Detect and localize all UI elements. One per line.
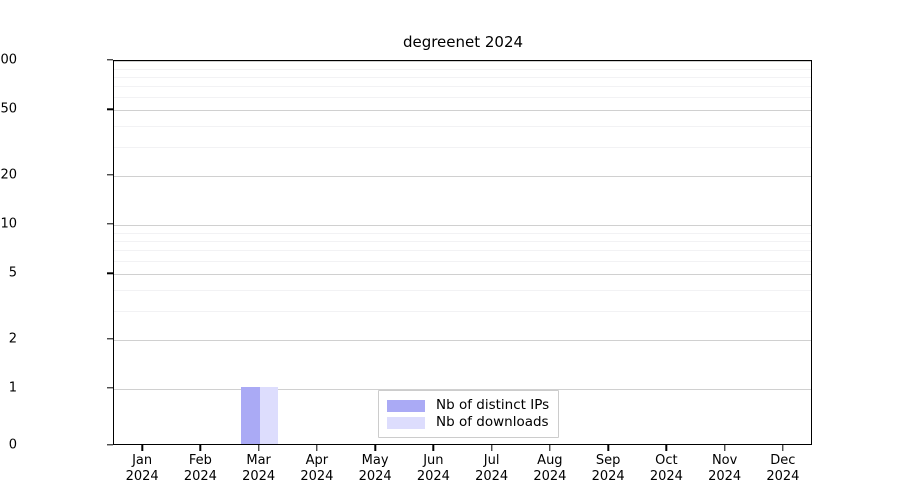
x-tick-label: Aug 2024 [515,453,585,485]
x-tick-label-month: Mar [246,453,271,468]
x-tick-label: Jul 2024 [457,453,527,485]
y-tick-label: 0 [8,437,17,453]
gridline-20 [114,175,811,177]
legend-label: Nb of downloads [436,414,549,430]
x-tick-label-year: 2024 [591,469,625,484]
gridline-30 [114,146,811,148]
y-tick-mark [107,387,113,389]
x-tick-label: Sep 2024 [573,453,643,485]
x-tick-label-year: 2024 [708,469,742,484]
x-tick-label-year: 2024 [183,469,217,484]
legend-item[interactable]: Nb of distinct IPs [387,397,549,414]
y-tick-label: 100 [0,52,17,68]
x-tick-mark [723,445,726,451]
x-tick-label: Feb 2024 [165,453,235,485]
gridlines [114,61,811,444]
x-tick-label-month: Apr [305,453,329,468]
x-tick-mark [374,445,376,451]
x-tick-label-year: 2024 [766,469,800,484]
gridline-5 [114,274,811,276]
legend-swatch-icon [387,416,425,429]
x-tick-label-year: 2024 [125,469,159,484]
y-tick-label: 1 [8,380,17,396]
x-tick-label-month: Oct [655,453,678,468]
x-tick-mark [782,445,784,451]
x-tick-mark [607,445,609,451]
y-tick-mark [107,223,113,225]
x-tick-label: Nov 2024 [690,453,760,485]
x-tick-label: Mar 2024 [224,453,294,485]
x-tick-mark [549,445,551,451]
bars-layer [114,61,811,444]
x-tick-label: Jan 2024 [107,453,177,485]
x-tick-label: Jun 2024 [398,453,468,485]
x-tick-mark [432,445,435,451]
y-tick-label: 5 [8,265,17,281]
x-tick-label-year: 2024 [533,469,567,484]
gridline-50 [114,110,811,112]
gridline-90 [114,68,811,70]
y-tick-mark [107,108,113,111]
bar[interactable] [259,387,279,444]
y-tick-label: 50 [0,101,17,117]
plot-area [113,60,812,445]
chart-title: degreenet 2024 [402,33,524,51]
gridline-1 [114,389,811,391]
gridline-2 [114,339,811,341]
gridline-9 [114,232,811,234]
gridline-6 [114,261,811,263]
x-tick-label-month: Jan [132,453,153,468]
x-tick-label-year: 2024 [300,469,334,484]
x-tick-label-month: Feb [188,453,212,468]
x-tick-label-month: Jun [423,453,444,468]
y-tick-mark [107,337,113,340]
x-tick-mark [199,445,202,451]
x-tick-label-year: 2024 [358,469,392,484]
y-tick-mark [107,444,113,446]
x-tick-mark [490,445,493,451]
x-tick-label-month: Sep [595,453,621,468]
chart-legend: Nb of distinct IPs Nb of downloads [378,390,560,438]
x-tick-mark [665,445,668,451]
gridline-4 [114,290,811,292]
y-tick-mark [107,173,113,176]
x-tick-label-year: 2024 [475,469,509,484]
gridline-60 [114,97,811,99]
x-tick-mark [257,445,260,451]
x-tick-mark [316,445,318,451]
x-tick-label-month: Nov [711,453,738,468]
x-tick-mark [141,445,143,451]
x-tick-label-year: 2024 [649,469,683,484]
y-tick-label: 10 [0,216,17,232]
y-axis: 0 1 2 5 10 20 50 100 [0,0,113,500]
gridline-3 [114,310,811,312]
x-tick-label: Apr 2024 [282,453,352,485]
y-tick-mark [107,59,113,61]
x-tick-label-month: Aug [537,453,563,468]
y-tick-label: 20 [0,167,17,183]
x-tick-label-year: 2024 [416,469,450,484]
legend-item[interactable]: Nb of downloads [387,414,549,431]
legend-label: Nb of distinct IPs [436,397,550,413]
gridline-7 [114,250,811,252]
bar[interactable] [240,387,260,444]
x-tick-label-month: Dec [770,453,796,468]
x-tick-label: Dec 2024 [748,453,818,485]
y-tick-label: 2 [8,331,17,347]
x-tick-label: Oct 2024 [631,453,701,485]
x-tick-label-month: Jul [483,453,500,468]
x-tick-label-year: 2024 [242,469,276,484]
gridline-100 [114,61,811,62]
gridline-8 [114,240,811,242]
gridline-40 [114,126,811,128]
gridline-10 [114,225,811,226]
y-tick-mark [107,272,113,275]
gridline-80 [114,76,811,78]
gridline-70 [114,86,811,88]
x-tick-label-month: May [361,453,389,468]
legend-swatch-icon [387,399,425,412]
x-tick-label: May 2024 [340,453,410,485]
